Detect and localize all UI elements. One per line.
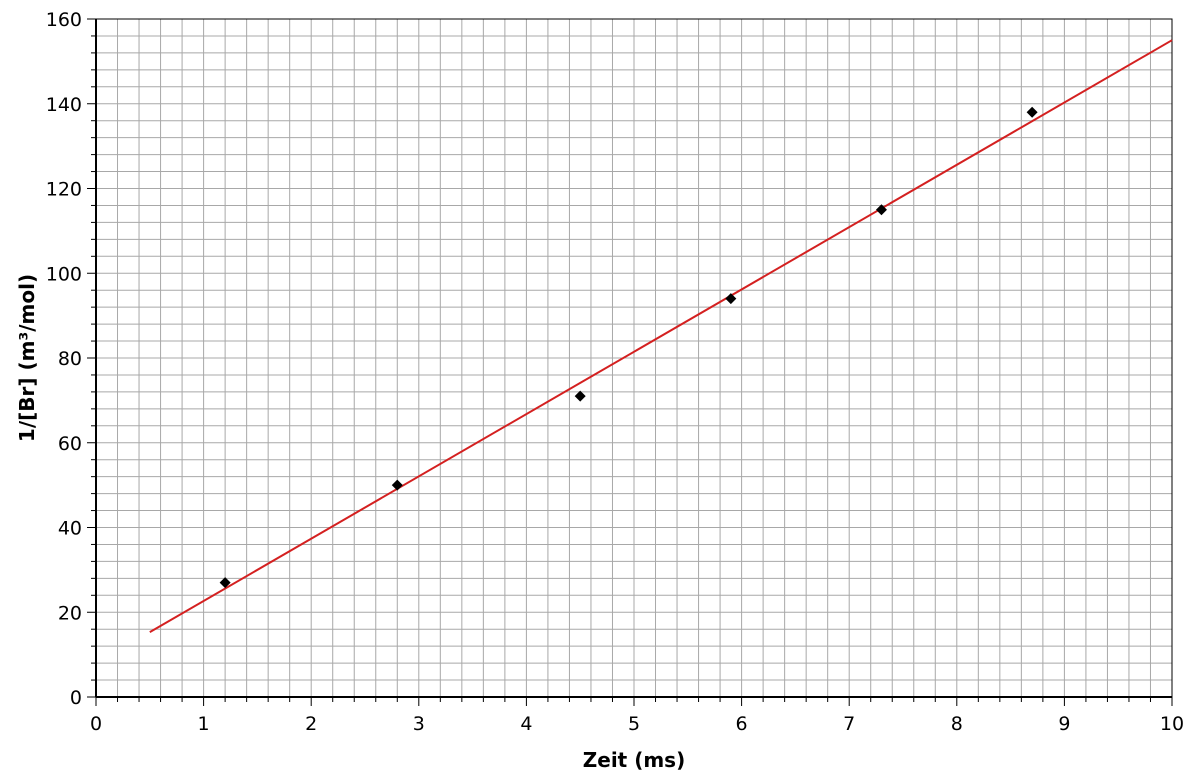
fit-line <box>149 39 1173 634</box>
x-tick-label: 4 <box>520 713 532 735</box>
y-tick-label: 100 <box>46 263 82 285</box>
x-tick-label: 3 <box>413 713 425 735</box>
data-point <box>1026 106 1038 118</box>
data-point <box>875 204 887 216</box>
axes <box>87 18 1173 706</box>
data-point <box>391 479 403 491</box>
x-tick-label: 7 <box>843 713 855 735</box>
y-tick-label: 140 <box>46 94 82 116</box>
data-point <box>219 577 231 589</box>
data-point <box>574 390 586 402</box>
x-tick-label: 8 <box>951 713 963 735</box>
y-tick-label: 60 <box>58 433 82 455</box>
y-tick-label: 80 <box>58 348 82 370</box>
y-tick-label: 20 <box>58 602 82 624</box>
grid <box>96 19 1172 697</box>
x-axis-title: Zeit (ms) <box>583 748 685 772</box>
y-tick-label: 0 <box>70 687 82 709</box>
x-tick-label: 1 <box>198 713 210 735</box>
data-points <box>219 106 1038 589</box>
y-tick-label: 120 <box>46 179 82 201</box>
x-tick-label: 9 <box>1058 713 1070 735</box>
y-tick-labels: 0 20 40 60 80 100 120 140 160 <box>46 9 82 709</box>
fit-line-group <box>149 39 1173 634</box>
x-tick-label: 2 <box>305 713 317 735</box>
y-axis-title: 1/[Br] (m³/mol) <box>15 274 39 442</box>
x-tick-label: 10 <box>1160 713 1184 735</box>
x-tick-labels: 0 1 2 3 4 5 6 7 8 9 10 <box>90 713 1184 735</box>
data-point <box>725 293 737 305</box>
x-tick-label: 5 <box>628 713 640 735</box>
x-tick-label: 0 <box>90 713 102 735</box>
y-tick-label: 160 <box>46 9 82 31</box>
y-tick-label: 40 <box>58 518 82 540</box>
x-tick-label: 6 <box>736 713 748 735</box>
